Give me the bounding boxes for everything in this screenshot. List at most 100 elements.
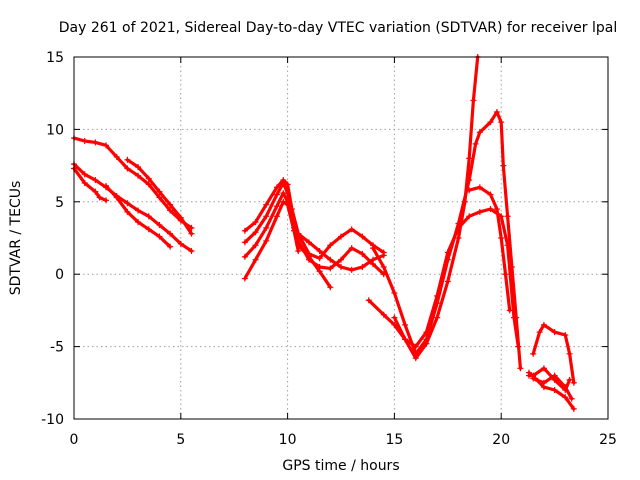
data-point bbox=[338, 256, 344, 263]
data-point bbox=[188, 248, 195, 255]
x-tick-label: 0 bbox=[70, 432, 79, 448]
data-point bbox=[493, 206, 500, 213]
data-point bbox=[540, 321, 547, 328]
x-tick-label: 25 bbox=[599, 432, 617, 448]
y-tick-label: -10 bbox=[41, 412, 64, 428]
data-point bbox=[263, 224, 270, 231]
data-point bbox=[370, 245, 377, 252]
data-point bbox=[124, 208, 131, 215]
data-point bbox=[493, 109, 500, 116]
data-point bbox=[177, 214, 184, 221]
data-point bbox=[291, 227, 298, 234]
y-axis-label: SDTVAR / TECUs bbox=[8, 181, 24, 296]
data-point bbox=[167, 243, 174, 250]
data-point bbox=[402, 336, 409, 343]
data-point bbox=[156, 221, 163, 228]
data-point bbox=[284, 201, 291, 208]
data-point bbox=[380, 252, 387, 259]
series-layer bbox=[71, 54, 577, 412]
data-point bbox=[135, 164, 142, 171]
data-point bbox=[380, 263, 387, 270]
data-point bbox=[551, 376, 558, 383]
data-point bbox=[124, 200, 131, 207]
data-point bbox=[470, 97, 477, 104]
data-point bbox=[412, 355, 419, 362]
data-point bbox=[472, 140, 479, 147]
data-point bbox=[156, 188, 163, 195]
data-point bbox=[263, 213, 270, 220]
data-point bbox=[540, 365, 547, 372]
data-point bbox=[124, 156, 131, 163]
x-tick-label: 10 bbox=[279, 432, 297, 448]
data-point bbox=[327, 242, 334, 249]
data-point bbox=[434, 292, 441, 299]
data-point bbox=[177, 240, 184, 247]
data-point bbox=[113, 194, 120, 201]
data-point bbox=[500, 162, 507, 169]
data-point bbox=[365, 297, 372, 304]
data-point bbox=[423, 340, 430, 347]
data-point bbox=[359, 250, 366, 257]
series-sat-k bbox=[371, 110, 523, 370]
data-point bbox=[515, 343, 522, 350]
data-point bbox=[348, 266, 355, 273]
data-point bbox=[305, 239, 312, 246]
data-point bbox=[241, 239, 248, 246]
data-point bbox=[517, 365, 524, 372]
data-point bbox=[295, 248, 302, 255]
data-point bbox=[502, 271, 509, 278]
data-point bbox=[252, 256, 259, 263]
data-point bbox=[280, 190, 287, 197]
data-point bbox=[476, 129, 483, 136]
data-point bbox=[487, 191, 494, 198]
data-point bbox=[92, 188, 99, 195]
chart-title: Day 261 of 2021, Sidereal Day-to-day VTE… bbox=[59, 20, 617, 36]
data-point bbox=[466, 187, 473, 194]
data-point bbox=[551, 387, 558, 394]
data-point bbox=[167, 230, 174, 237]
data-point bbox=[135, 219, 142, 226]
data-point bbox=[359, 233, 366, 240]
data-point bbox=[280, 179, 287, 186]
data-point bbox=[167, 207, 174, 214]
data-point bbox=[241, 227, 248, 234]
data-point bbox=[511, 314, 518, 321]
data-point bbox=[280, 198, 287, 205]
data-point bbox=[562, 332, 569, 339]
data-point bbox=[273, 191, 280, 198]
data-point bbox=[316, 255, 323, 262]
series-sat-a bbox=[72, 136, 194, 230]
data-point bbox=[461, 198, 468, 205]
data-point bbox=[145, 213, 152, 220]
data-point bbox=[498, 119, 505, 126]
x-axis-label: GPS time / hours bbox=[282, 458, 399, 474]
x-tick-label: 5 bbox=[176, 432, 185, 448]
data-point bbox=[391, 321, 398, 328]
data-point bbox=[487, 206, 494, 213]
data-point bbox=[476, 208, 483, 215]
data-point bbox=[145, 226, 152, 233]
data-point bbox=[92, 177, 99, 184]
data-point bbox=[498, 235, 505, 241]
data-point bbox=[359, 263, 366, 270]
data-point bbox=[92, 139, 99, 146]
y-tick-label: 15 bbox=[46, 50, 64, 66]
data-point bbox=[81, 137, 88, 144]
data-point bbox=[338, 233, 344, 240]
data-point bbox=[103, 182, 110, 189]
data-point bbox=[434, 314, 441, 321]
data-point bbox=[444, 278, 451, 285]
data-point bbox=[506, 307, 513, 314]
data-point bbox=[348, 245, 355, 252]
data-point bbox=[167, 201, 174, 208]
data-point bbox=[455, 224, 462, 231]
data-point bbox=[113, 153, 120, 160]
data-point bbox=[241, 275, 248, 282]
data-point bbox=[562, 387, 569, 394]
data-point bbox=[504, 242, 511, 249]
data-point bbox=[391, 314, 398, 321]
data-point bbox=[327, 265, 334, 272]
data-point bbox=[273, 203, 280, 210]
data-point bbox=[135, 172, 142, 179]
data-point bbox=[530, 372, 537, 379]
